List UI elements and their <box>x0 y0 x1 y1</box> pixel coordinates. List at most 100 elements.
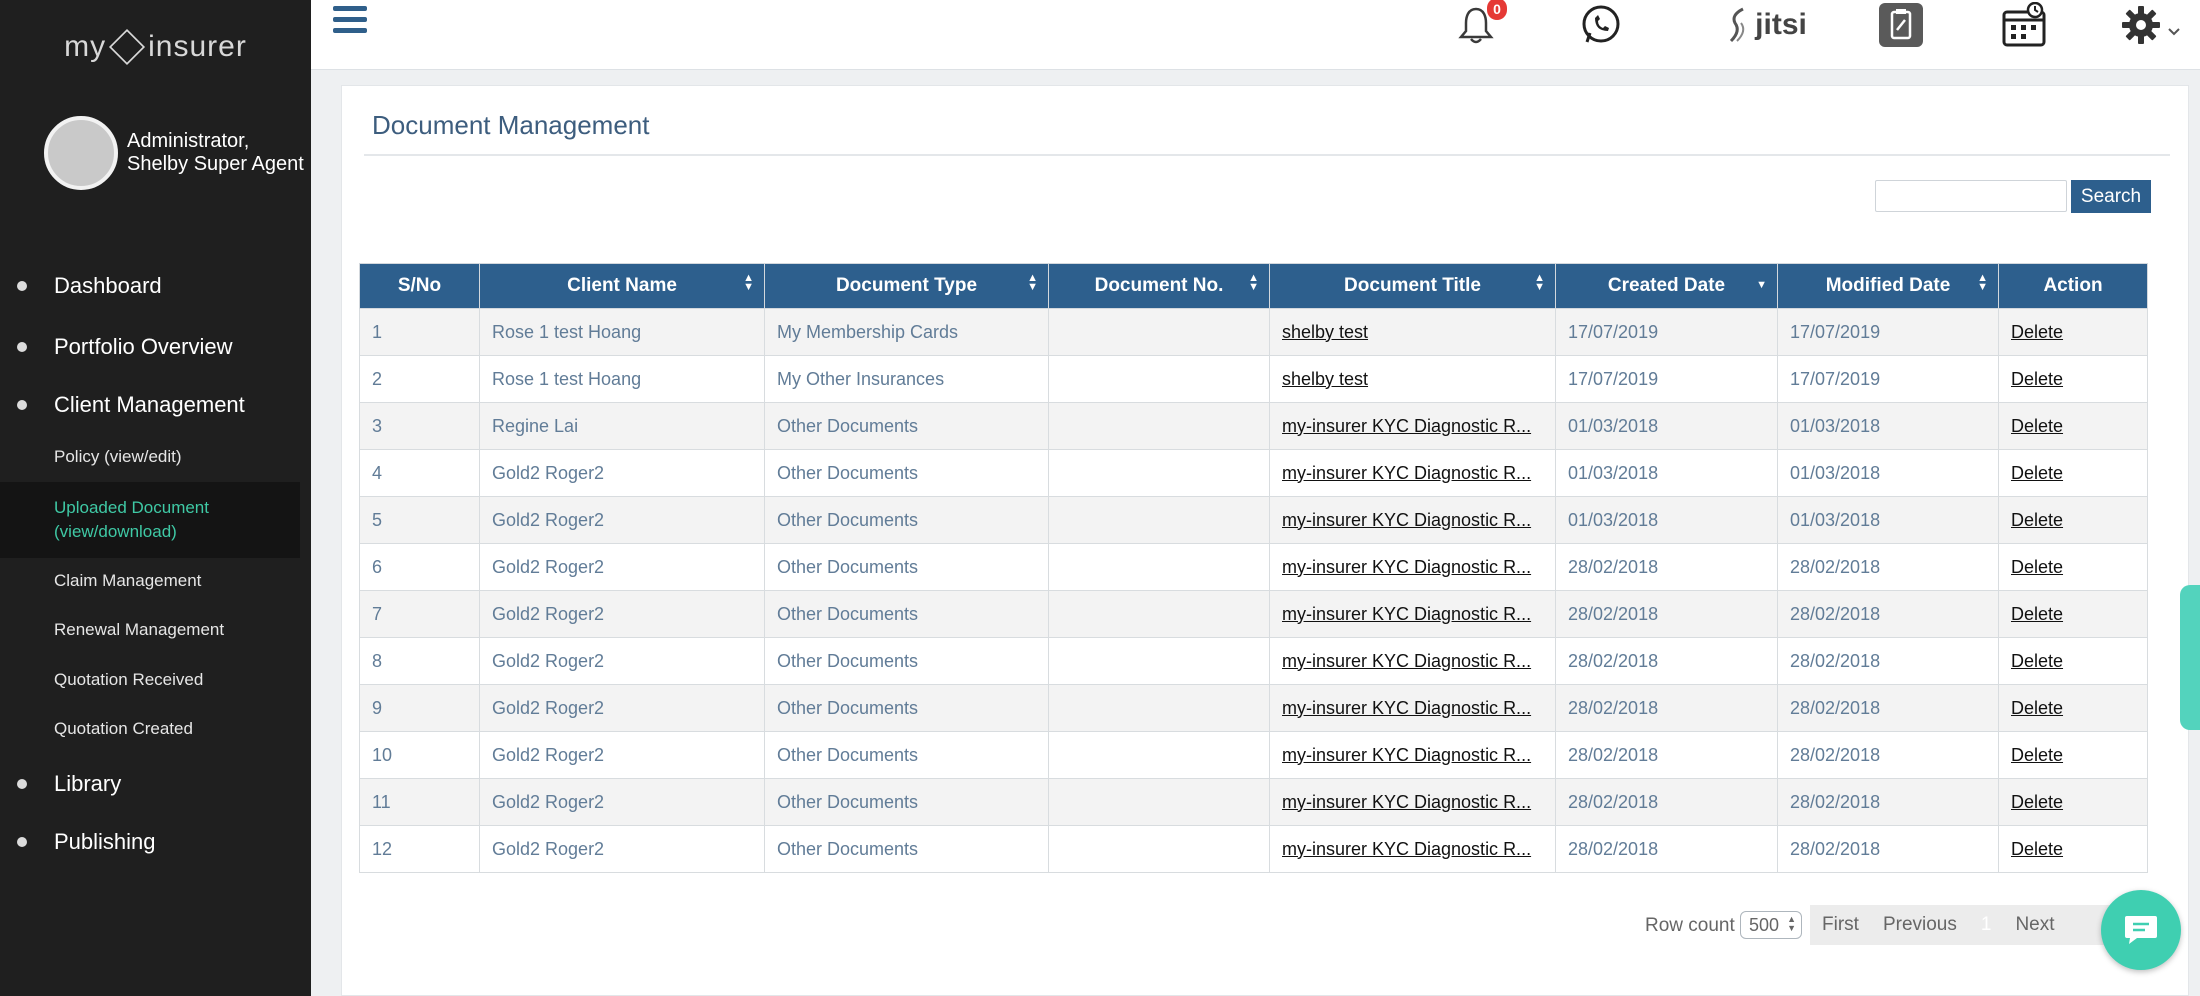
sort-icon[interactable]: ▲ ▼ <box>1534 272 1545 293</box>
cell-modified-date: 28/02/2018 <box>1777 684 1999 732</box>
column-header-document-title[interactable]: Document Title ▲ ▼ <box>1269 263 1556 309</box>
cell-created-date: 01/03/2018 <box>1555 449 1778 497</box>
cell-client-name: Rose 1 test Hoang <box>479 355 765 403</box>
cell-modified-date: 28/02/2018 <box>1777 590 1999 638</box>
cell-created-date: 28/02/2018 <box>1555 684 1778 732</box>
document-title-link[interactable]: my-insurer KYC Diagnostic R... <box>1269 637 1556 685</box>
feedback-side-tab[interactable] <box>2180 585 2200 730</box>
document-title-link[interactable]: my-insurer KYC Diagnostic R... <box>1269 590 1556 638</box>
cell-sno: 2 <box>359 355 480 403</box>
clipboard-button[interactable] <box>1876 0 1926 50</box>
sidebar-item-portfolio-overview[interactable]: Portfolio Overview <box>0 322 300 372</box>
sidebar-item-label: Quotation Created <box>54 719 193 738</box>
cell-document-no <box>1048 684 1270 732</box>
document-title-link[interactable]: my-insurer KYC Diagnostic R... <box>1269 402 1556 450</box>
sort-icon[interactable]: ▲ ▼ <box>1027 272 1038 293</box>
sidebar-subitem-quotation-created[interactable]: Quotation Created <box>0 714 300 744</box>
column-header-created-date[interactable]: Created Date ▼ <box>1555 263 1778 309</box>
document-title-link[interactable]: my-insurer KYC Diagnostic R... <box>1269 778 1556 826</box>
document-title-link[interactable]: my-insurer KYC Diagnostic R... <box>1269 825 1556 873</box>
table-row: 8 Gold2 Roger2 Other Documents my-insurer K… <box>359 637 2148 685</box>
chat-button[interactable] <box>2101 890 2181 970</box>
cell-sno: 7 <box>359 590 480 638</box>
sidebar-item-publishing[interactable]: Publishing <box>0 817 300 867</box>
settings-button[interactable] <box>2116 0 2186 50</box>
calendar-clock-icon <box>2002 2 2046 47</box>
delete-link[interactable]: Delete <box>1998 731 2148 779</box>
sidebar-subitem-claim-management[interactable]: Claim Management <box>0 566 300 596</box>
search-button[interactable]: Search <box>2071 180 2151 213</box>
row-count-label: Row count <box>1645 915 1735 936</box>
column-header-client-name[interactable]: Client Name ▲ ▼ <box>479 263 765 309</box>
table-row: 12 Gold2 Roger2 Other Documents my-insurer … <box>359 825 2148 873</box>
jitsi-label: jitsi <box>1755 8 1807 41</box>
whatsapp-button[interactable] <box>1576 0 1626 50</box>
sidebar-subitem-uploaded-document[interactable]: Uploaded Document (view/download) <box>0 482 300 558</box>
sidebar-item-label: Quotation Received <box>54 670 204 689</box>
document-title-link[interactable]: my-insurer KYC Diagnostic R... <box>1269 731 1556 779</box>
cell-document-type: Other Documents <box>764 449 1049 497</box>
sidebar-item-label: Claim Management <box>54 571 202 590</box>
cell-sno: 5 <box>359 496 480 544</box>
document-title-link[interactable]: shelby test <box>1269 308 1556 356</box>
column-header-document-no[interactable]: Document No. ▲ ▼ <box>1048 263 1270 309</box>
sidebar-item-dashboard[interactable]: Dashboard <box>0 261 300 311</box>
document-title-link[interactable]: my-insurer KYC Diagnostic R... <box>1269 449 1556 497</box>
table-row: 9 Gold2 Roger2 Other Documents my-insurer K… <box>359 684 2148 732</box>
sidebar-item-label: Policy (view/edit) <box>54 447 182 466</box>
sort-icon[interactable]: ▲ ▼ <box>1977 272 1988 293</box>
cell-sno: 10 <box>359 731 480 779</box>
sidebar-subitem-renewal-management[interactable]: Renewal Management <box>0 615 300 645</box>
pagination-current-page[interactable]: 1 <box>1980 914 1992 935</box>
table-row: 7 Gold2 Roger2 Other Documents my-insurer K… <box>359 590 2148 638</box>
delete-link[interactable]: Delete <box>1998 684 2148 732</box>
brand-logo[interactable]: my insurer <box>0 28 311 66</box>
cell-created-date: 28/02/2018 <box>1555 731 1778 779</box>
search-input[interactable] <box>1875 180 2067 212</box>
delete-link[interactable]: Delete <box>1998 825 2148 873</box>
pagination-first[interactable]: First <box>1822 914 1859 935</box>
cell-modified-date: 28/02/2018 <box>1777 778 1999 826</box>
cell-sno: 11 <box>359 778 480 826</box>
delete-link[interactable]: Delete <box>1998 778 2148 826</box>
pagination-previous[interactable]: Previous <box>1882 914 1957 935</box>
delete-link[interactable]: Delete <box>1998 590 2148 638</box>
sort-desc-icon[interactable]: ▼ <box>1756 279 1767 291</box>
row-count-value: 500 <box>1749 915 1780 935</box>
delete-link[interactable]: Delete <box>1998 308 2148 356</box>
sidebar-item-library[interactable]: Library <box>0 759 300 809</box>
jitsi-button[interactable]: jitsi <box>1716 0 1816 50</box>
cell-document-no <box>1048 355 1270 403</box>
delete-link[interactable]: Delete <box>1998 355 2148 403</box>
sidebar-item-client-management[interactable]: Client Management <box>0 380 300 430</box>
cell-sno: 9 <box>359 684 480 732</box>
sort-icon[interactable]: ▲ ▼ <box>1248 272 1259 293</box>
sidebar-subitem-policy[interactable]: Policy (view/edit) <box>0 442 300 472</box>
document-title-link[interactable]: my-insurer KYC Diagnostic R... <box>1269 684 1556 732</box>
bullet-icon <box>17 779 27 789</box>
sort-icon[interactable]: ▲ ▼ <box>743 272 754 293</box>
sidebar-subitem-quotation-received[interactable]: Quotation Received <box>0 665 300 695</box>
delete-link[interactable]: Delete <box>1998 402 2148 450</box>
document-title-link[interactable]: my-insurer KYC Diagnostic R... <box>1269 543 1556 591</box>
cell-created-date: 17/07/2019 <box>1555 308 1778 356</box>
column-header-document-type[interactable]: Document Type ▲ ▼ <box>764 263 1049 309</box>
schedule-button[interactable] <box>1999 0 2049 50</box>
cell-client-name: Gold2 Roger2 <box>479 684 765 732</box>
document-title-link[interactable]: shelby test <box>1269 355 1556 403</box>
cell-created-date: 01/03/2018 <box>1555 496 1778 544</box>
column-header-modified-date[interactable]: Modified Date ▲ ▼ <box>1777 263 1999 309</box>
notifications-button[interactable]: 0 <box>1451 0 1507 50</box>
pagination-next[interactable]: Next <box>2015 914 2055 935</box>
row-count-select[interactable]: 500 ▲ ▼ <box>1740 911 1802 939</box>
cell-modified-date: 28/02/2018 <box>1777 543 1999 591</box>
delete-link[interactable]: Delete <box>1998 496 2148 544</box>
menu-icon[interactable] <box>333 6 367 36</box>
delete-link[interactable]: Delete <box>1998 543 2148 591</box>
table-row: 1 Rose 1 test Hoang My Membership Cards she… <box>359 308 2148 356</box>
delete-link[interactable]: Delete <box>1998 637 2148 685</box>
delete-link[interactable]: Delete <box>1998 449 2148 497</box>
top-bar: 0 jitsi <box>311 0 2200 70</box>
avatar[interactable] <box>44 116 118 190</box>
document-title-link[interactable]: my-insurer KYC Diagnostic R... <box>1269 496 1556 544</box>
